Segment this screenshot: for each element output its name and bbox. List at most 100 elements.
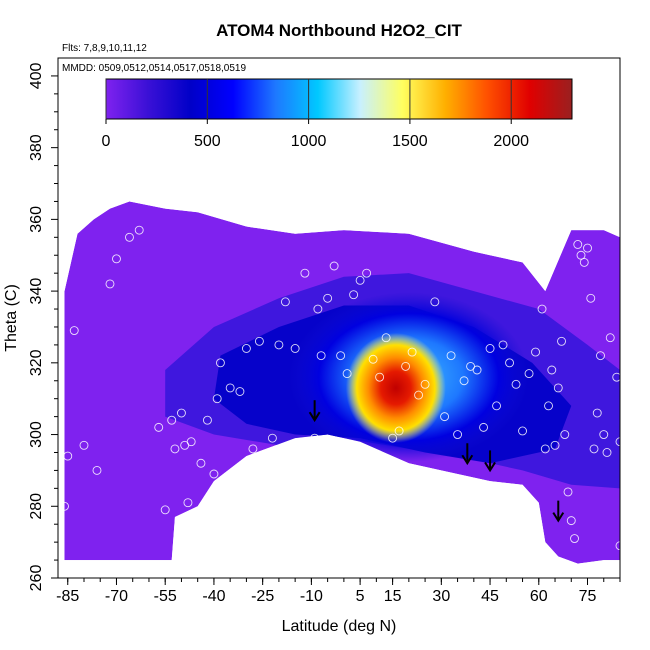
sample-point	[375, 372, 385, 382]
sample-point	[381, 333, 391, 343]
sample-point	[225, 383, 235, 393]
y-tick-label: 320	[28, 349, 45, 376]
sample-point	[125, 232, 134, 242]
x-tick-label: -55	[154, 588, 177, 605]
sample-point	[459, 376, 469, 386]
sample-point	[557, 336, 566, 346]
sample-point	[60, 501, 69, 511]
sample-point	[407, 347, 417, 357]
sample-point	[167, 415, 177, 425]
sample-point	[329, 261, 339, 271]
sample-point	[394, 426, 404, 436]
sample-point	[105, 279, 115, 289]
sample-point	[553, 383, 563, 393]
sample-point	[316, 351, 326, 361]
y-axis: 260 280 300 320 340 360 380 400	[28, 62, 58, 591]
flights-label: Flts: 7,8,9,10,11,12	[62, 43, 147, 54]
sample-point	[212, 394, 222, 404]
sample-point	[599, 430, 609, 440]
x-axis-label: Latitude (deg N)	[282, 618, 397, 635]
sample-point	[430, 297, 440, 307]
arrow-marker	[484, 450, 496, 473]
sample-point	[235, 387, 245, 396]
sample-point	[505, 358, 514, 368]
sample-point	[112, 254, 121, 264]
sample-point	[576, 250, 586, 260]
x-tick-label: 15	[384, 588, 402, 605]
sample-point	[69, 326, 79, 336]
sample-point	[479, 422, 489, 432]
sample-point	[544, 401, 553, 411]
sample-point	[290, 344, 300, 353]
sample-point	[446, 351, 456, 361]
colorbar-tick-label: 2000	[493, 133, 529, 150]
arrow-head	[552, 512, 565, 523]
sample-point	[79, 440, 89, 450]
sample-point	[570, 534, 579, 544]
sample-point	[401, 361, 411, 371]
sample-point	[540, 444, 550, 454]
y-tick-label: 300	[28, 421, 45, 448]
arrow-marker	[552, 500, 565, 523]
colorbar-tick-label: 0	[102, 133, 111, 150]
sample-point	[566, 516, 576, 526]
sample-point	[176, 408, 186, 418]
arrow-head	[484, 461, 496, 473]
sample-point	[323, 293, 333, 303]
sample-point	[274, 340, 284, 350]
sample-point	[492, 401, 502, 411]
sample-point	[586, 293, 596, 303]
sample-point	[563, 487, 573, 497]
sample-point	[531, 347, 540, 357]
sample-point	[537, 304, 547, 314]
sample-point	[254, 336, 264, 346]
sample-point	[202, 415, 212, 425]
h2o2-field	[64, 201, 620, 564]
sample-point	[355, 275, 365, 285]
x-tick-label: 30	[432, 588, 450, 605]
x-tick-label: 75	[579, 588, 597, 605]
sample-point	[547, 365, 557, 375]
y-tick-label: 260	[28, 565, 45, 592]
arrow-markers	[308, 400, 565, 523]
sample-point	[583, 243, 592, 253]
dates-label: MMDD: 0509,0512,0514,0517,0518,0519	[62, 63, 246, 74]
sample-points	[60, 225, 625, 551]
colorbar-tick-label: 500	[194, 133, 221, 150]
chart-title: ATOM4 Northbound H2O2_CIT	[216, 21, 462, 40]
sample-point	[362, 268, 372, 278]
sample-point	[560, 430, 570, 440]
sample-point	[300, 268, 310, 278]
sample-point	[154, 422, 164, 432]
x-axis: -85 -70 -55 -40 -25 -10 5 15 30 45 60 75	[56, 578, 621, 605]
sample-point	[453, 430, 463, 440]
y-tick-label: 380	[28, 134, 45, 161]
sample-point	[388, 433, 398, 443]
sample-point	[196, 458, 206, 468]
arrow-marker	[308, 400, 321, 423]
colorbar-tick-label: 1500	[392, 133, 428, 150]
y-axis-label: Theta (C)	[3, 284, 20, 352]
sample-point	[215, 358, 225, 368]
sample-point	[63, 451, 73, 461]
sample-point	[596, 351, 605, 361]
y-tick-label: 400	[28, 62, 45, 89]
sample-point	[550, 440, 560, 450]
sample-point	[248, 444, 258, 454]
sample-point	[511, 379, 521, 389]
sample-point	[485, 344, 495, 353]
sample-point	[524, 369, 534, 379]
sample-point	[440, 412, 450, 422]
x-tick-label: -70	[105, 588, 128, 605]
sample-point	[241, 344, 251, 353]
sample-point	[573, 240, 583, 249]
x-tick-label: 5	[356, 588, 365, 605]
x-tick-label: -25	[251, 588, 274, 605]
arrow-head	[308, 411, 321, 423]
colorbar-tick-label: 1000	[291, 133, 327, 150]
sample-point	[209, 469, 219, 479]
sample-point	[160, 505, 170, 515]
y-tick-label: 360	[28, 206, 45, 233]
y-tick-label: 340	[28, 278, 45, 305]
